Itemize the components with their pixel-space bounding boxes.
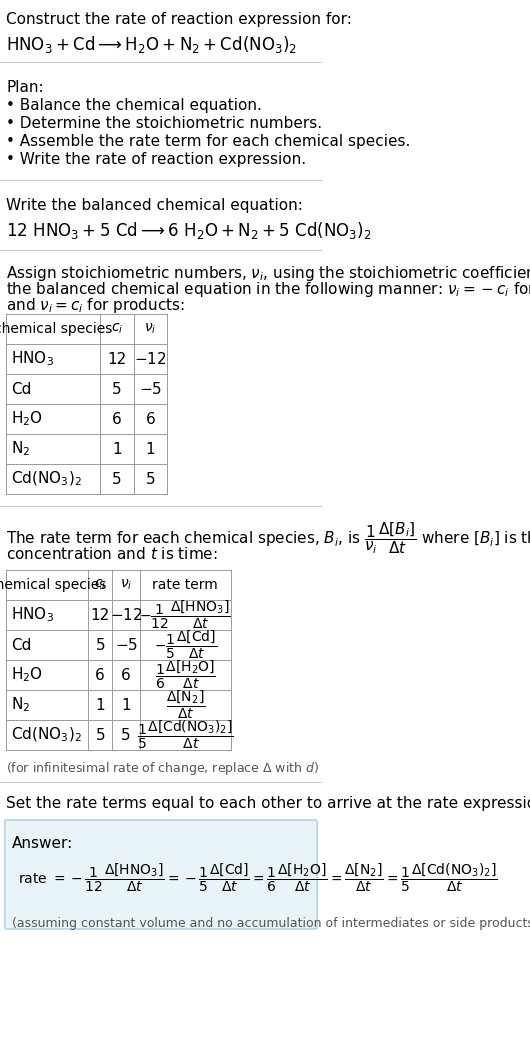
- Text: (for infinitesimal rate of change, replace $\Delta$ with $d$): (for infinitesimal rate of change, repla…: [6, 760, 319, 777]
- Text: $\mathrm{N_2}$: $\mathrm{N_2}$: [11, 439, 30, 458]
- Text: $\mathrm{Cd(NO_3)_2}$: $\mathrm{Cd(NO_3)_2}$: [11, 726, 82, 744]
- Text: $-\dfrac{1}{5}\dfrac{\Delta[\mathrm{Cd}]}{\Delta t}$: $-\dfrac{1}{5}\dfrac{\Delta[\mathrm{Cd}]…: [154, 629, 217, 661]
- Text: The rate term for each chemical species, $B_i$, is $\dfrac{1}{\nu_i}\dfrac{\Delt: The rate term for each chemical species,…: [6, 520, 530, 555]
- Text: 5: 5: [121, 728, 131, 743]
- Text: $\mathrm{H_2O}$: $\mathrm{H_2O}$: [11, 665, 43, 684]
- Text: • Assemble the rate term for each chemical species.: • Assemble the rate term for each chemic…: [6, 134, 410, 149]
- Text: the balanced chemical equation in the following manner: $\nu_i = -c_i$ for react: the balanced chemical equation in the fo…: [6, 280, 530, 299]
- Text: $-12$: $-12$: [134, 351, 166, 367]
- Text: $\dfrac{1}{5}\dfrac{\Delta[\mathrm{Cd(NO_3)_2}]}{\Delta t}$: $\dfrac{1}{5}\dfrac{\Delta[\mathrm{Cd(NO…: [137, 719, 234, 751]
- Text: • Balance the chemical equation.: • Balance the chemical equation.: [6, 98, 262, 113]
- Text: 5: 5: [112, 382, 122, 396]
- Text: Plan:: Plan:: [6, 79, 43, 95]
- FancyBboxPatch shape: [5, 820, 317, 929]
- Text: $\mathrm{Cd(NO_3)_2}$: $\mathrm{Cd(NO_3)_2}$: [11, 470, 82, 488]
- Text: $\mathrm{12\ HNO_3 + 5\ Cd \longrightarrow 6\ H_2O + N_2 + 5\ Cd(NO_3)_2}$: $\mathrm{12\ HNO_3 + 5\ Cd \longrightarr…: [6, 220, 372, 241]
- Text: 1: 1: [112, 441, 122, 456]
- Text: • Write the rate of reaction expression.: • Write the rate of reaction expression.: [6, 152, 306, 167]
- Text: 5: 5: [95, 728, 105, 743]
- Text: 6: 6: [146, 411, 155, 427]
- Text: $\dfrac{\Delta[\mathrm{N_2}]}{\Delta t}$: $\dfrac{\Delta[\mathrm{N_2}]}{\Delta t}$: [165, 689, 205, 721]
- Text: concentration and $t$ is time:: concentration and $t$ is time:: [6, 546, 218, 562]
- Text: chemical species: chemical species: [0, 322, 112, 336]
- Text: 12: 12: [91, 608, 110, 622]
- Text: 5: 5: [112, 472, 122, 486]
- Text: 6: 6: [95, 667, 105, 682]
- Text: Answer:: Answer:: [12, 836, 73, 851]
- Text: rate term: rate term: [153, 578, 218, 592]
- Text: (assuming constant volume and no accumulation of intermediates or side products): (assuming constant volume and no accumul…: [12, 917, 530, 930]
- Text: $\mathrm{HNO_3 + Cd \longrightarrow H_2O + N_2 + Cd(NO_3)_2}$: $\mathrm{HNO_3 + Cd \longrightarrow H_2O…: [6, 35, 297, 55]
- Text: Assign stoichiometric numbers, $\nu_i$, using the stoichiometric coefficients, $: Assign stoichiometric numbers, $\nu_i$, …: [6, 264, 530, 283]
- Text: $-\dfrac{1}{12}\dfrac{\Delta[\mathrm{HNO_3}]}{\Delta t}$: $-\dfrac{1}{12}\dfrac{\Delta[\mathrm{HNO…: [139, 598, 231, 631]
- Text: $\mathrm{HNO_3}$: $\mathrm{HNO_3}$: [11, 606, 54, 624]
- Text: $\mathrm{H_2O}$: $\mathrm{H_2O}$: [11, 410, 43, 429]
- Text: Cd: Cd: [11, 382, 31, 396]
- Text: $\nu_i$: $\nu_i$: [120, 577, 132, 592]
- Text: Construct the rate of reaction expression for:: Construct the rate of reaction expressio…: [6, 12, 352, 27]
- Text: 1: 1: [121, 698, 131, 712]
- Text: $c_i$: $c_i$: [94, 577, 107, 592]
- Text: chemical species: chemical species: [0, 578, 107, 592]
- Text: $\nu_i$: $\nu_i$: [144, 322, 156, 336]
- Text: Cd: Cd: [11, 637, 31, 653]
- Text: and $\nu_i = c_i$ for products:: and $\nu_i = c_i$ for products:: [6, 296, 185, 315]
- Text: $\dfrac{1}{6}\dfrac{\Delta[\mathrm{H_2O}]}{\Delta t}$: $\dfrac{1}{6}\dfrac{\Delta[\mathrm{H_2O}…: [155, 659, 216, 691]
- Text: $-5$: $-5$: [114, 637, 138, 653]
- Text: 6: 6: [112, 411, 122, 427]
- Text: $\mathrm{N_2}$: $\mathrm{N_2}$: [11, 696, 30, 714]
- Text: 12: 12: [108, 351, 127, 366]
- Text: rate $= -\dfrac{1}{12}\dfrac{\Delta[\mathrm{HNO_3}]}{\Delta t} = -\dfrac{1}{5}\d: rate $= -\dfrac{1}{12}\dfrac{\Delta[\mat…: [18, 862, 498, 894]
- Text: 1: 1: [146, 441, 155, 456]
- Text: • Determine the stoichiometric numbers.: • Determine the stoichiometric numbers.: [6, 116, 322, 131]
- Text: 5: 5: [95, 637, 105, 653]
- Text: $c_i$: $c_i$: [111, 322, 123, 336]
- Text: $-12$: $-12$: [110, 607, 143, 623]
- Text: Write the balanced chemical equation:: Write the balanced chemical equation:: [6, 198, 303, 213]
- Text: 5: 5: [146, 472, 155, 486]
- Text: Set the rate terms equal to each other to arrive at the rate expression:: Set the rate terms equal to each other t…: [6, 796, 530, 811]
- Text: 6: 6: [121, 667, 131, 682]
- Text: 1: 1: [95, 698, 105, 712]
- Text: $-5$: $-5$: [139, 381, 162, 397]
- Text: $\mathrm{HNO_3}$: $\mathrm{HNO_3}$: [11, 349, 54, 368]
